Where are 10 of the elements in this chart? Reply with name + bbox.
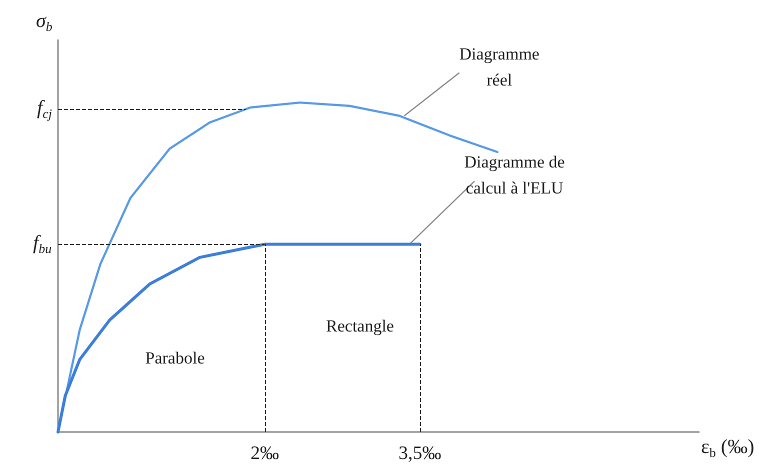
annotation: Parabole [145,348,205,368]
annotation: Diagramme de calcul à l'ELU [464,152,565,198]
x-axis-title: ε$_{b}$ (‰) [701,436,754,460]
ref-line-label: f$_{cj}$ [37,97,52,122]
annotation: Rectangle [326,316,394,336]
ref-line-label: f$_{bu}$ [33,232,52,256]
x-tick-label: 2‰ [250,443,280,464]
x-tick-label: 3,5‰ [398,443,442,464]
annotation: Diagramme réel [459,44,540,90]
y-axis-title: σ$_{b}$ [36,10,52,34]
